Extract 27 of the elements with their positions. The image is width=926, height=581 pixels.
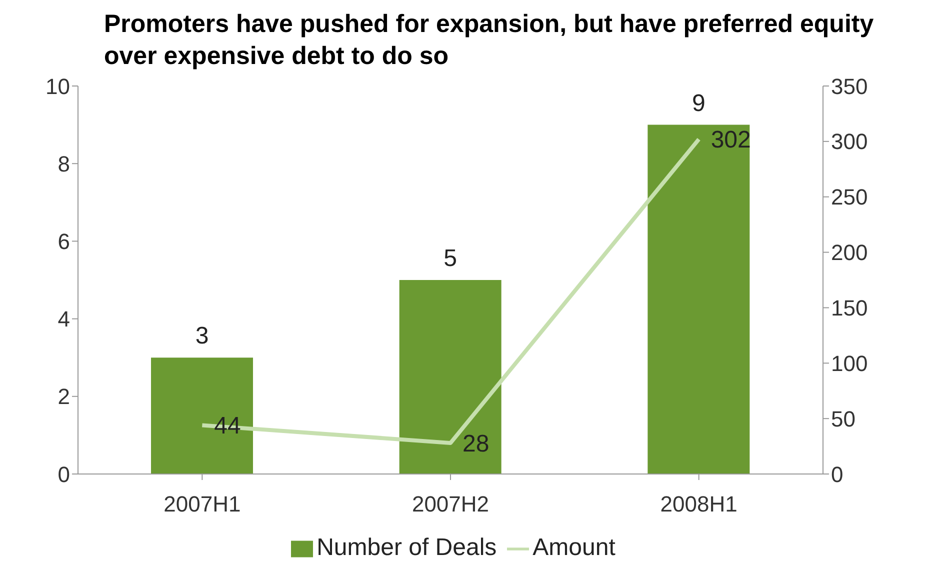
data-label: 3	[195, 322, 209, 350]
x-tick-label: 2008H1	[660, 492, 738, 517]
bar	[151, 358, 253, 474]
x-tick-label: 2007H2	[412, 492, 490, 517]
legend-label: Amount	[532, 534, 616, 561]
y2-tick-label: 300	[831, 129, 868, 154]
bar	[648, 124, 750, 474]
y2-tick-label: 100	[831, 350, 868, 376]
data-label: 5	[444, 245, 458, 272]
y2-tick-label: 150	[831, 296, 868, 321]
y-tick-label: 8	[58, 151, 70, 176]
legend-label: Number of Deals	[316, 534, 497, 561]
x-tick-label: 2007H1	[164, 492, 241, 517]
y-tick-label: 0	[58, 462, 70, 487]
chart-title: Promoters have pushed for expansion, but have preferred equity over expensive debt to do so	[103, 9, 875, 72]
y2-tick-label: 250	[831, 184, 868, 210]
y-tick-label: 2	[58, 384, 70, 410]
y2-tick-label: 50	[831, 406, 856, 432]
y2-tick-label: 350	[831, 74, 868, 99]
data-label: 9	[692, 90, 706, 117]
data-label: 28	[462, 430, 490, 458]
y-tick-label: 4	[58, 306, 70, 332]
y2-tick-label: 200	[831, 240, 868, 266]
y-tick-label: 6	[58, 229, 70, 254]
y-tick-label: 10	[46, 74, 70, 99]
y2-tick-label: 0	[831, 462, 844, 487]
bar	[399, 280, 502, 474]
